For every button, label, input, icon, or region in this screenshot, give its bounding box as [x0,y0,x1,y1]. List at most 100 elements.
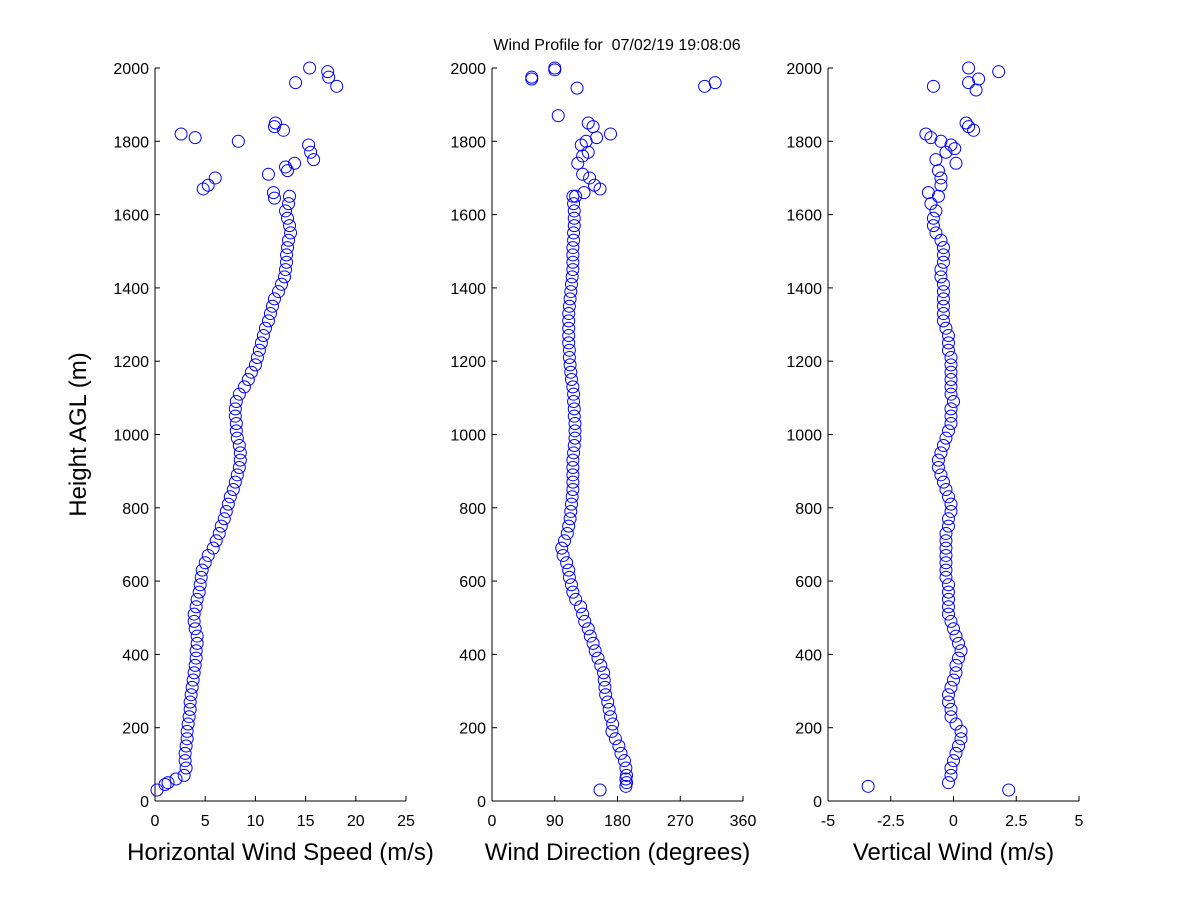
data-point [936,241,950,255]
x-tick-label: 180 [604,813,631,830]
data-point [936,248,950,262]
data-point [939,548,953,562]
x-tick-label: 2.5 [1005,813,1027,830]
y-axis-label: Height AGL (m) [65,352,92,517]
data-point [158,778,172,792]
data-point [565,490,579,504]
data-point [941,585,955,599]
data-point [283,219,297,233]
data-point [574,600,588,614]
data-point [568,431,582,445]
chart-title: Wind Profile for 07/02/19 19:08:06 [493,37,740,54]
data-point [307,153,321,167]
data-point [936,307,950,321]
y-tick-label: 2000 [786,61,822,78]
y-tick-label: 1200 [450,354,486,371]
data-point [232,438,246,452]
data-point [254,336,268,350]
data-point [944,402,958,416]
data-point [169,772,183,786]
data-point [619,761,633,775]
data-point [232,460,246,474]
data-point [590,131,604,145]
data-point [564,365,578,379]
data-point [936,314,950,328]
data-point [183,702,197,716]
data-point [281,164,295,178]
data-point [562,307,576,321]
data-point [614,746,628,760]
data-point [261,167,275,181]
y-tick-label: 1400 [113,281,149,298]
y-tick-label: 1000 [786,428,822,445]
y-tick-label: 200 [122,721,149,738]
data-point [303,61,317,75]
y-tick-label: 400 [795,647,822,664]
y-tick-label: 400 [459,647,486,664]
y-tick-label: 200 [459,721,486,738]
data-point [567,233,581,247]
data-point [605,724,619,738]
data-point [921,186,935,200]
data-point [304,145,318,159]
data-point [936,475,950,489]
data-point [150,783,164,797]
data-point [574,138,588,152]
data-point [992,65,1006,79]
data-point [288,156,302,170]
data-point [954,724,968,738]
data-point [212,526,226,540]
data-point [941,490,955,504]
data-point [594,658,608,672]
data-point [244,365,258,379]
data-point [941,512,955,526]
data-point [583,171,597,185]
data-point [267,292,281,306]
data-point [188,622,202,636]
data-point [189,651,203,665]
y-tick-label: 400 [122,647,149,664]
data-point [929,204,943,218]
data-point [190,636,204,650]
data-point [181,717,195,731]
data-point [229,417,243,431]
data-point [569,189,583,203]
data-point [939,563,953,577]
data-point [598,680,612,694]
data-point [972,72,986,86]
data-point [277,123,291,137]
data-point [233,446,247,460]
data-point [601,695,615,709]
data-point [568,417,582,431]
data-point [263,307,277,321]
data-point [558,534,572,548]
data-point [567,219,581,233]
data-point [944,138,958,152]
data-point [567,197,581,211]
x-tick-label: 360 [730,813,757,830]
data-point [281,241,295,255]
x-tick-label: 5 [201,813,210,830]
data-point [188,658,202,672]
data-point [566,585,580,599]
data-point [944,387,958,401]
data-point [190,629,204,643]
data-point [566,248,580,262]
data-point [944,768,958,782]
data-point [177,768,191,782]
data-point [934,178,948,192]
data-point [939,145,953,159]
data-point [597,666,611,680]
data-point [944,373,958,387]
data-point [944,761,958,775]
data-point [929,226,943,240]
data-point [939,526,953,540]
x-tick-label: 0 [949,813,958,830]
data-point [583,629,597,643]
data-point [184,688,198,702]
data-point [944,710,958,724]
data-point [944,351,958,365]
data-point [186,673,200,687]
data-point [602,702,616,716]
